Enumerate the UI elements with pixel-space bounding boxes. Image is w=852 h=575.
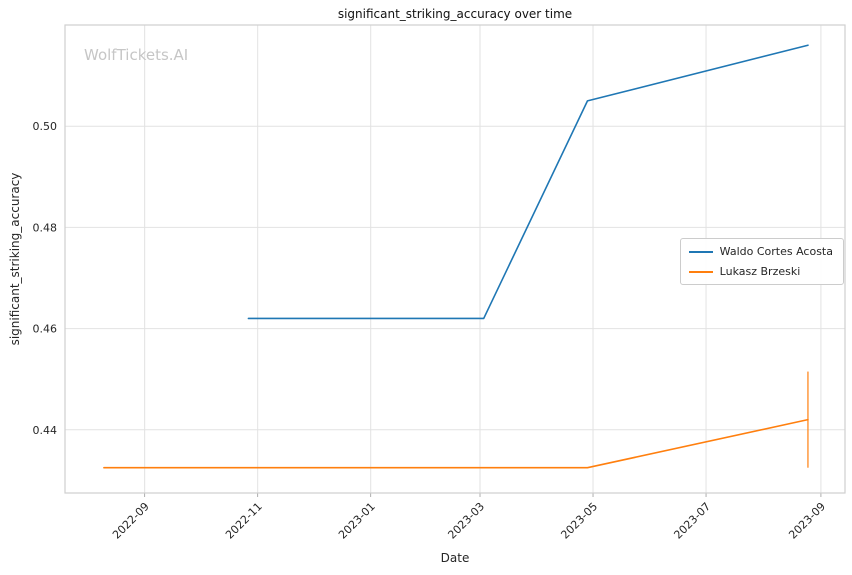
series-line-lukasz-brzeski	[103, 418, 809, 469]
chart-title: significant_striking_accuracy over time	[337, 7, 573, 21]
x-tick-label: 2023-07	[671, 500, 713, 542]
plot-border	[64, 24, 846, 494]
legend-label: Waldo Cortes Acosta	[719, 245, 833, 258]
y-tick-label: 0.48	[33, 221, 58, 234]
x-tick-label: 2023-09	[786, 500, 828, 542]
y-tick-label: 0.44	[33, 424, 58, 437]
x-tick-label: 2023-05	[558, 500, 600, 542]
legend: Waldo Cortes Acosta Lukasz Brzeski	[679, 238, 844, 285]
legend-item-waldo-cortes-acosta: Waldo Cortes Acosta	[688, 245, 833, 258]
legend-line-swatch-orange	[688, 270, 713, 273]
x-tick-label: 2023-03	[445, 500, 487, 542]
series-line-waldo-cortes-acosta	[247, 44, 809, 320]
x-tick-label: 2023-01	[336, 500, 378, 542]
y-axis-label: significant_striking_accuracy	[8, 172, 22, 346]
x-tick-label: 2022-11	[223, 500, 265, 542]
y-tick-label: 0.46	[33, 323, 58, 336]
legend-item-lukasz-brzeski: Lukasz Brzeski	[688, 265, 833, 278]
x-tick-label: 2022-09	[110, 500, 152, 542]
legend-line-swatch-blue	[688, 250, 713, 253]
x-axis-label: Date	[440, 551, 470, 565]
y-tick-label: 0.50	[33, 120, 58, 133]
watermark: WolfTickets.AI	[84, 46, 189, 64]
legend-label: Lukasz Brzeski	[719, 265, 801, 278]
